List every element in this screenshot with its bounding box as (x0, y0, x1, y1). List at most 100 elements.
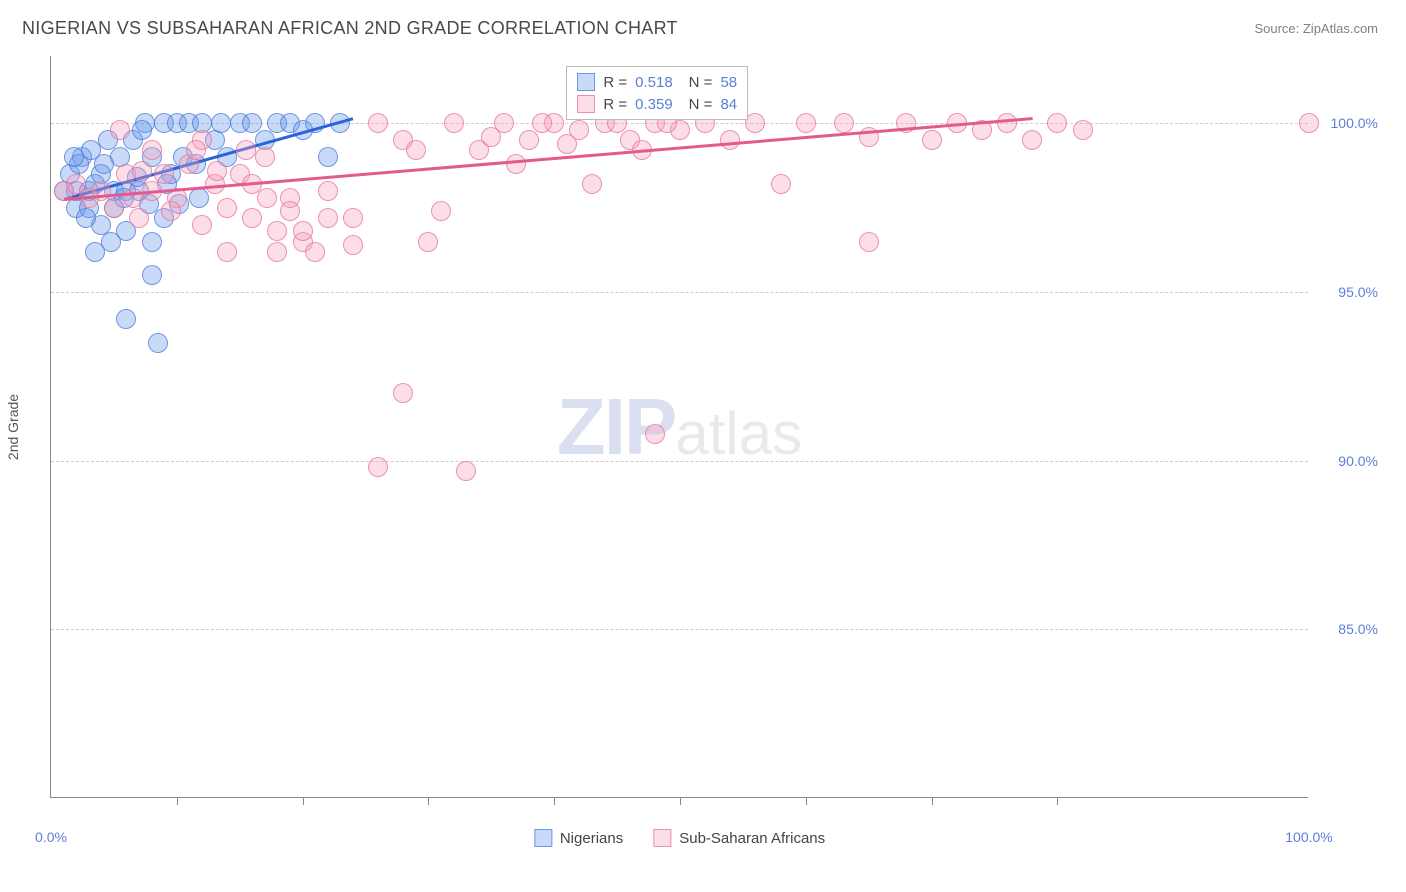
legend-item: Sub-Saharan Africans (653, 829, 825, 847)
data-point (532, 113, 552, 133)
data-point (142, 265, 162, 285)
n-label: N = (689, 74, 713, 91)
data-point (368, 113, 388, 133)
data-point (280, 201, 300, 221)
data-point (557, 134, 577, 154)
x-tick (1057, 797, 1058, 805)
data-point (393, 383, 413, 403)
data-point (192, 215, 212, 235)
data-point (368, 457, 388, 477)
gridline (51, 292, 1308, 293)
data-point (257, 188, 277, 208)
data-point (132, 120, 152, 140)
watermark: ZIP atlas (557, 381, 802, 473)
x-tick (932, 797, 933, 805)
data-point (444, 113, 464, 133)
data-point (305, 242, 325, 262)
data-point (217, 198, 237, 218)
data-point (101, 232, 121, 252)
data-point (771, 174, 791, 194)
data-point (211, 113, 231, 133)
data-point (1073, 120, 1093, 140)
y-tick-label: 100.0% (1331, 115, 1378, 131)
gridline (51, 461, 1308, 462)
stats-row: R = 0.518 N = 58 (577, 73, 737, 91)
legend-label: Sub-Saharan Africans (679, 830, 825, 847)
data-point (217, 242, 237, 262)
x-tick (428, 797, 429, 805)
r-label: R = (603, 96, 627, 113)
data-point (318, 208, 338, 228)
legend-swatch (577, 73, 595, 91)
data-point (582, 174, 602, 194)
r-value: 0.518 (635, 74, 673, 91)
legend-swatch (534, 829, 552, 847)
data-point (506, 154, 526, 174)
data-point (318, 147, 338, 167)
n-value: 84 (720, 96, 737, 113)
header: NIGERIAN VS SUBSAHARAN AFRICAN 2ND GRADE… (0, 0, 1406, 49)
legend-item: Nigerians (534, 829, 623, 847)
y-tick-label: 95.0% (1338, 284, 1378, 300)
data-point (154, 164, 174, 184)
x-tick (554, 797, 555, 805)
data-point (418, 232, 438, 252)
data-point (207, 161, 227, 181)
data-point (76, 208, 96, 228)
data-point (720, 130, 740, 150)
scatter-chart: 2nd Grade ZIP atlas 85.0%90.0%95.0%100.0… (50, 56, 1308, 798)
data-point (1299, 113, 1319, 133)
data-point (481, 127, 501, 147)
data-point (148, 333, 168, 353)
data-point (343, 235, 363, 255)
data-point (161, 201, 181, 221)
legend-swatch (653, 829, 671, 847)
x-tick-label: 0.0% (35, 829, 67, 845)
data-point (645, 424, 665, 444)
data-point (796, 113, 816, 133)
r-value: 0.359 (635, 96, 673, 113)
data-point (1047, 113, 1067, 133)
data-point (997, 113, 1017, 133)
data-point (456, 461, 476, 481)
data-point (142, 140, 162, 160)
data-point (406, 140, 426, 160)
source-label: Source: ZipAtlas.com (1254, 21, 1378, 36)
data-point (834, 113, 854, 133)
data-point (110, 120, 130, 140)
y-tick-label: 90.0% (1338, 453, 1378, 469)
x-tick (680, 797, 681, 805)
data-point (242, 208, 262, 228)
data-point (859, 232, 879, 252)
n-label: N = (689, 96, 713, 113)
data-point (186, 140, 206, 160)
legend: Nigerians Sub-Saharan Africans (534, 829, 825, 847)
y-axis-label: 2nd Grade (5, 393, 21, 459)
data-point (267, 221, 287, 241)
stats-row: R = 0.359 N = 84 (577, 95, 737, 113)
gridline (51, 629, 1308, 630)
n-value: 58 (720, 74, 737, 91)
data-point (81, 140, 101, 160)
data-point (236, 140, 256, 160)
data-point (922, 130, 942, 150)
x-tick (806, 797, 807, 805)
data-point (116, 309, 136, 329)
data-point (745, 113, 765, 133)
r-label: R = (603, 74, 627, 91)
data-point (293, 221, 313, 241)
y-tick-label: 85.0% (1338, 621, 1378, 637)
data-point (142, 232, 162, 252)
x-tick-label: 100.0% (1285, 829, 1332, 845)
data-point (64, 147, 84, 167)
data-point (132, 161, 152, 181)
stats-box: R = 0.518 N = 58 R = 0.359 N = 84 (566, 66, 748, 120)
data-point (267, 242, 287, 262)
legend-swatch (577, 95, 595, 113)
data-point (519, 130, 539, 150)
legend-label: Nigerians (560, 830, 623, 847)
data-point (1022, 130, 1042, 150)
data-point (104, 198, 124, 218)
data-point (431, 201, 451, 221)
data-point (255, 147, 275, 167)
